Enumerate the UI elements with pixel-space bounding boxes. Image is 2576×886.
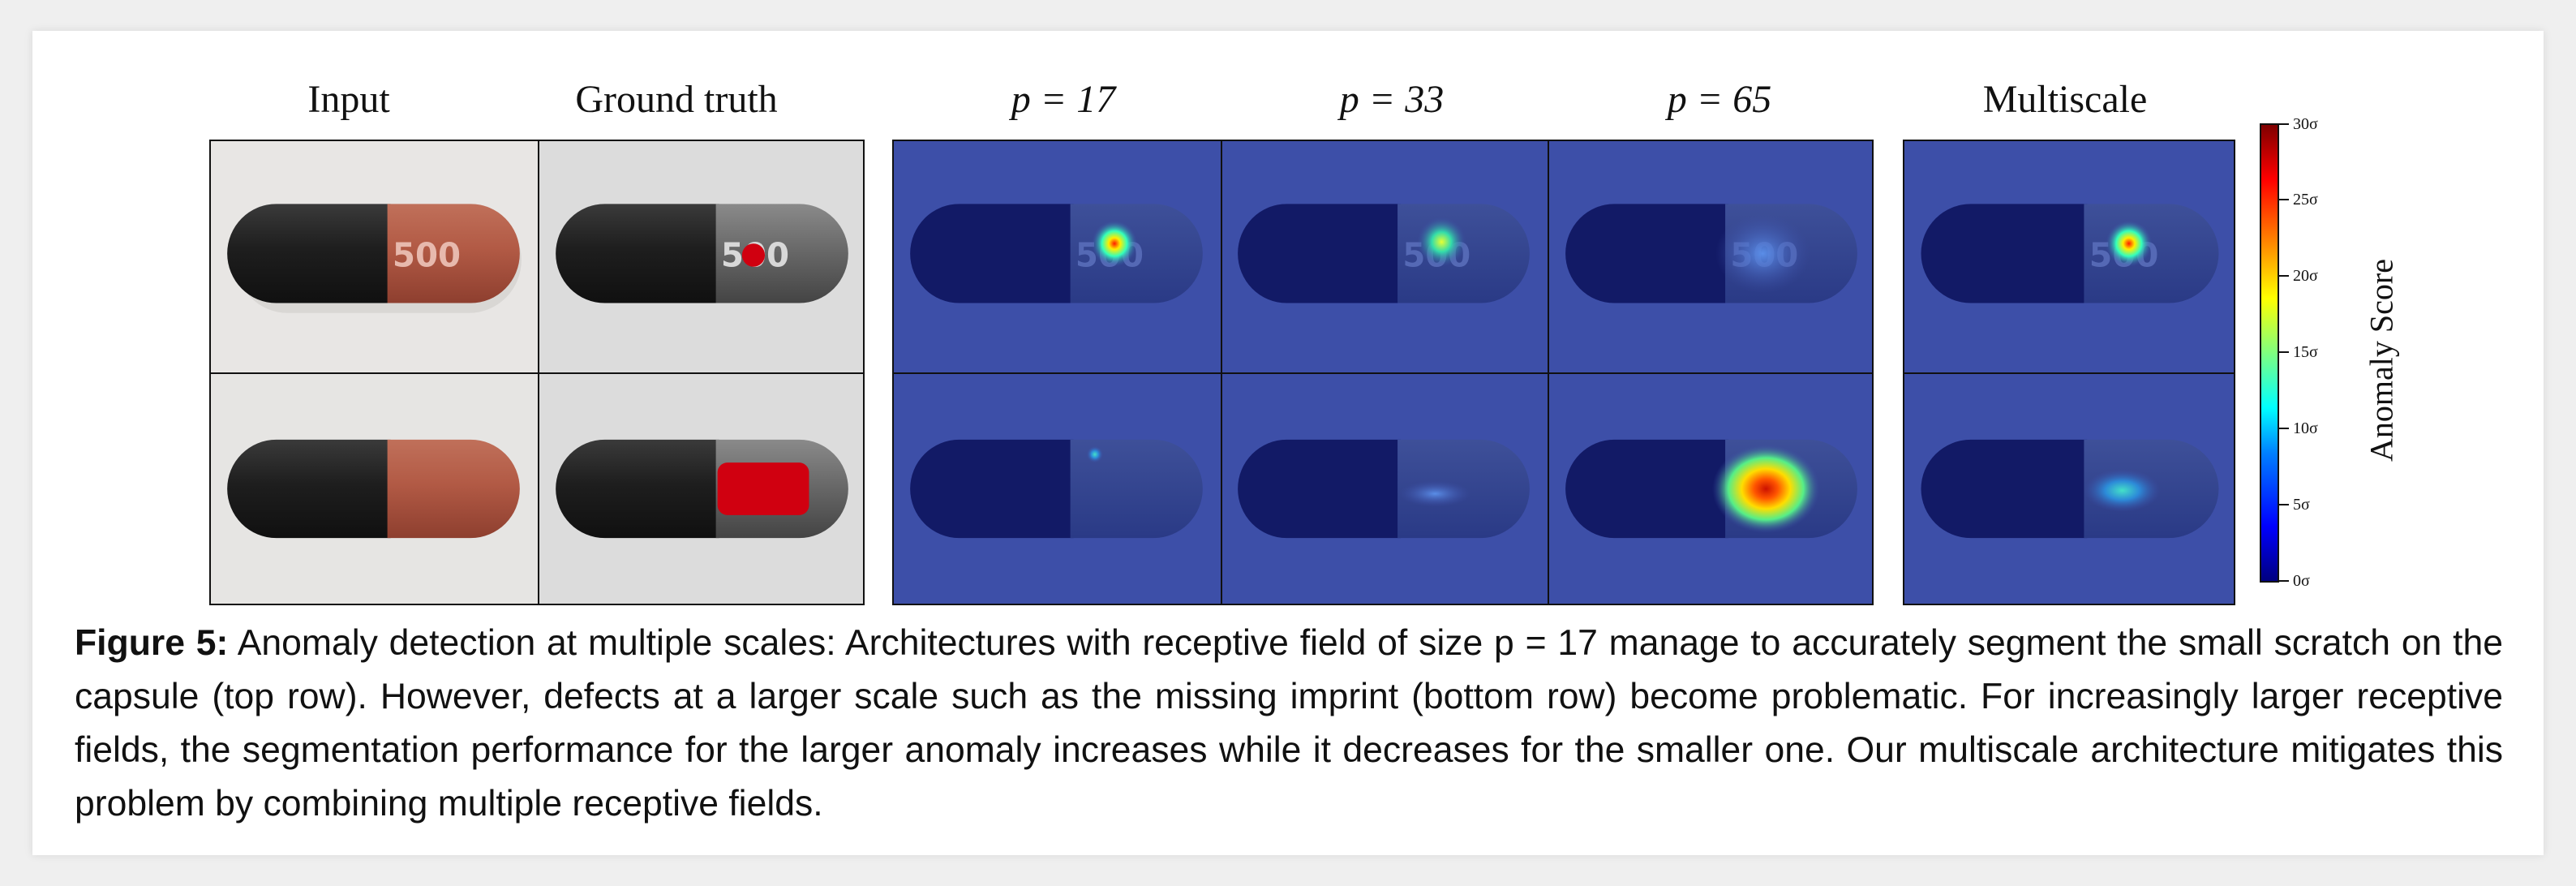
input-top-image: 500 [211,141,538,372]
heatmap-p17-bottom [894,374,1221,604]
column-title-multiscale: Multiscale [1982,78,2148,121]
ground-truth-top-image: 500 [539,141,863,372]
colorbar-tick-label: 5σ [2293,496,2310,514]
colorbar-tick-label: 15σ [2293,343,2318,361]
colorbar-tick-label: 20σ [2293,267,2318,285]
column-title-input: Input [307,78,390,121]
colorbar-label: Anomaly Score [2363,259,2400,462]
figure-page: Input Ground truth p = 17 p = 33 p = 65 … [32,31,2544,855]
heatmap-p17-top: 500 [894,141,1221,372]
ground-truth-bottom-image [539,374,863,604]
column-title-ground-truth: Ground truth [575,78,778,121]
caption-label: Figure 5: [75,623,229,663]
figure-caption: Figure 5: Anomaly detection at multiple … [75,617,2503,831]
input-bottom-image [211,374,538,604]
colorbar-tick-label: 10σ [2293,419,2318,437]
heatmap-multiscale-bottom [1904,374,2234,604]
column-title-p17: p = 17 [1011,78,1116,121]
column-title-p65: p = 65 [1667,78,1772,121]
heatmap-p33-top: 500 [1221,141,1548,372]
image-grid-heatmaps: 500 500 500 [892,140,1874,605]
heatmap-p33-bottom [1221,374,1548,604]
image-grid-input-groundtruth: 500 500 [209,140,865,605]
heatmap-p65-bottom [1549,374,1872,604]
caption-text: Anomaly detection at multiple scales: Ar… [75,623,2503,824]
column-title-p33: p = 33 [1339,78,1445,121]
image-grid-multiscale: 500 [1903,140,2235,605]
heatmap-p65-top: 500 [1549,141,1872,372]
capsule-imprint-text: 500 [393,236,461,275]
heatmap-multiscale-top: 500 [1904,141,2234,372]
colorbar-tick-label: 25σ [2293,191,2318,209]
anomaly-score-colorbar [2260,123,2279,583]
colorbar-tick-label: 0σ [2293,572,2310,590]
colorbar-tick-label: 30σ [2293,115,2318,133]
